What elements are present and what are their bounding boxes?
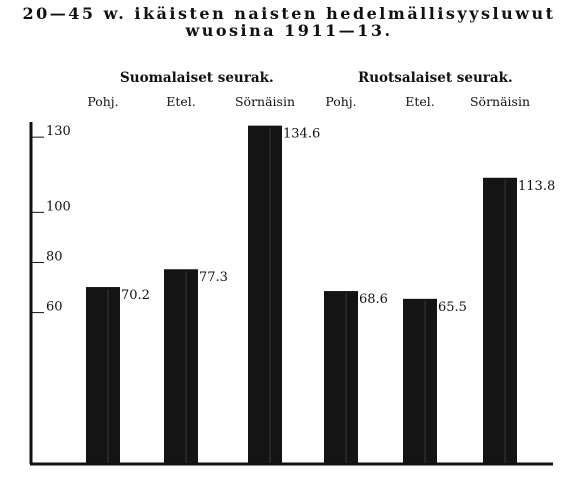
bar-value-label: 70.2 — [121, 288, 150, 303]
bar-value-label: 77.3 — [199, 270, 228, 285]
category-label: Sörnäisin — [235, 94, 295, 109]
y-tick-label: 80 — [46, 249, 63, 264]
category-label: Sörnäisin — [470, 94, 530, 109]
bar-value-label: 65.5 — [438, 300, 467, 315]
category-label: Pohj. — [87, 94, 118, 109]
category-label: Etel. — [405, 94, 435, 109]
bar-value-label: 68.6 — [359, 292, 388, 307]
bar-value-label: 113.8 — [518, 179, 555, 194]
bar — [483, 177, 517, 463]
group-label-suomalaiset: Suomalaiset seurak. — [120, 70, 274, 86]
bar — [86, 287, 120, 463]
category-label: Pohj. — [325, 94, 356, 109]
bar — [324, 291, 358, 463]
group-label-ruotsalaiset: Ruotsalaiset seurak. — [358, 70, 513, 86]
category-label: Etel. — [166, 94, 196, 109]
chart-title-line1: 20—45 w. ikäisten naisten hedelmällisyys… — [22, 4, 556, 23]
bar — [403, 298, 437, 463]
y-tick-label: 100 — [46, 199, 71, 214]
y-tick-label: 130 — [46, 124, 71, 139]
bar — [164, 269, 198, 463]
bar — [248, 125, 282, 464]
chart-title-line2: wuosina 1911—13. — [185, 21, 393, 40]
y-tick-label: 60 — [46, 300, 63, 315]
bar-value-label: 134.6 — [283, 127, 320, 142]
